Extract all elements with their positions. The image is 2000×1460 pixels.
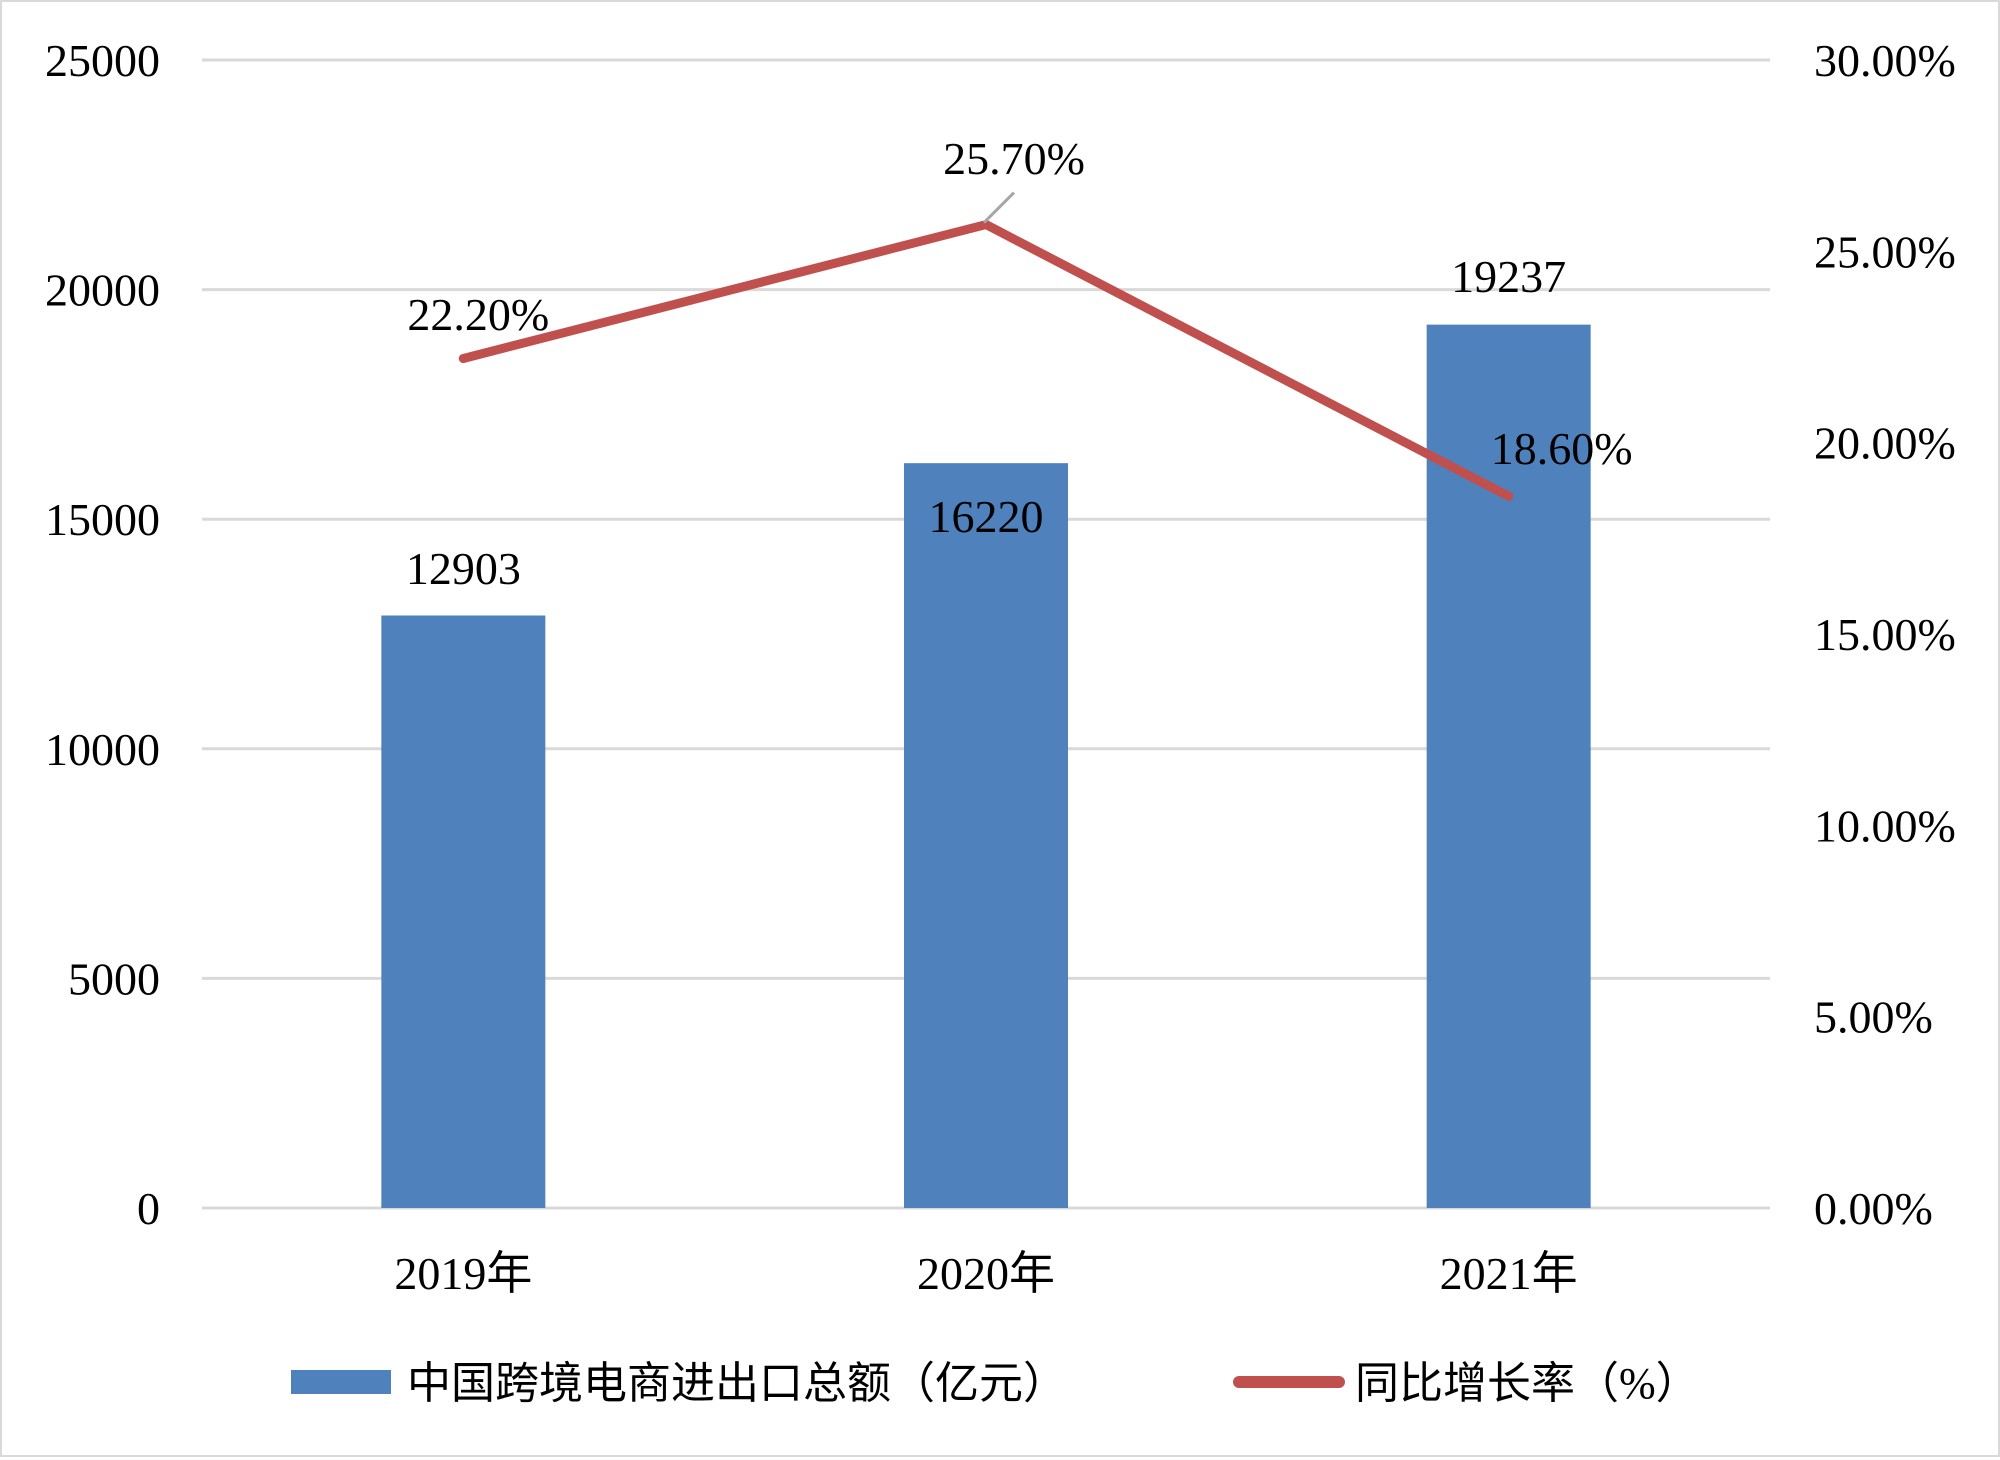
- growth-line: [458, 220, 1514, 501]
- axis-tick-labels: 0 5000 10000 15000 20000 25000 0.00% 5.00% 10.00…: [45, 35, 1956, 1299]
- line-point: [458, 353, 468, 363]
- left-tick-label: 10000: [45, 724, 160, 775]
- bar-value-label: 12903: [406, 543, 521, 594]
- legend-bar-swatch: [291, 1370, 391, 1394]
- legend-line-label: 同比增长率（%）: [1355, 1359, 1700, 1408]
- left-tick-label: 15000: [45, 494, 160, 545]
- category-label: 2019年: [394, 1248, 532, 1299]
- line-value-label: 18.60%: [1491, 423, 1633, 474]
- line-point: [1504, 491, 1514, 501]
- label-leader-line: [982, 191, 1016, 224]
- line-value-label: 22.20%: [407, 289, 549, 340]
- right-tick-label: 5.00%: [1814, 992, 1933, 1043]
- category-label: 2020年: [917, 1248, 1055, 1299]
- right-tick-label: 0.00%: [1814, 1183, 1933, 1234]
- legend: 中国跨境电商进出口总额（亿元） 同比增长率（%）: [291, 1359, 1700, 1408]
- left-tick-label: 20000: [45, 265, 160, 316]
- right-tick-label: 25.00%: [1814, 226, 1956, 277]
- line-value-label: 25.70%: [943, 133, 1085, 184]
- bar-series: [381, 324, 1591, 1208]
- right-tick-label: 10.00%: [1814, 800, 1956, 851]
- left-tick-label: 0: [137, 1183, 160, 1234]
- category-label: 2021年: [1440, 1248, 1578, 1299]
- left-tick-label: 5000: [68, 953, 160, 1004]
- right-tick-label: 15.00%: [1814, 609, 1956, 660]
- bar: [904, 463, 1068, 1208]
- bar: [381, 615, 546, 1208]
- bar-value-label: 19237: [1451, 251, 1566, 302]
- right-tick-label: 20.00%: [1814, 418, 1956, 469]
- data-labels: 12903 16220 19237 22.20% 25.70% 18.60%: [406, 133, 1633, 594]
- legend-bar-label: 中国跨境电商进出口总额（亿元）: [407, 1359, 1067, 1408]
- right-tick-label: 30.00%: [1814, 35, 1956, 86]
- line-series: [458, 220, 1514, 501]
- bar-value-label: 16220: [929, 491, 1044, 542]
- left-tick-label: 25000: [45, 35, 160, 86]
